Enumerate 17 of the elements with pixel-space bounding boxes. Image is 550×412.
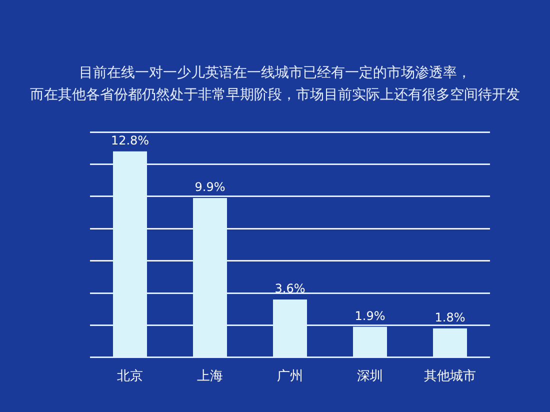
data-label: 12.8% (110, 133, 150, 148)
data-label: 3.6% (274, 282, 306, 296)
text: 目前在线一对一少儿英语在一线城市已经有一定的市场渗透率， (79, 65, 471, 81)
data-label: 1.9% (354, 308, 386, 323)
bar (273, 299, 307, 357)
x-tick-label: 上海 (197, 368, 223, 383)
data-label: 1.8% (434, 310, 466, 325)
x-tick-label: 北京 (117, 368, 143, 383)
x-tick-label: 其他城市 (424, 368, 476, 383)
data-label: 9.9% (194, 180, 226, 194)
bar (193, 198, 227, 357)
text: 而在其他各省份都仍然处于非常早期阶段，市场目前实际上还有很多空间待开发 (30, 87, 520, 103)
bar (433, 328, 467, 357)
bar (353, 326, 387, 357)
x-tick-label: 广州 (277, 368, 303, 383)
bar (113, 151, 147, 357)
x-tick-label: 深圳 (357, 368, 383, 383)
